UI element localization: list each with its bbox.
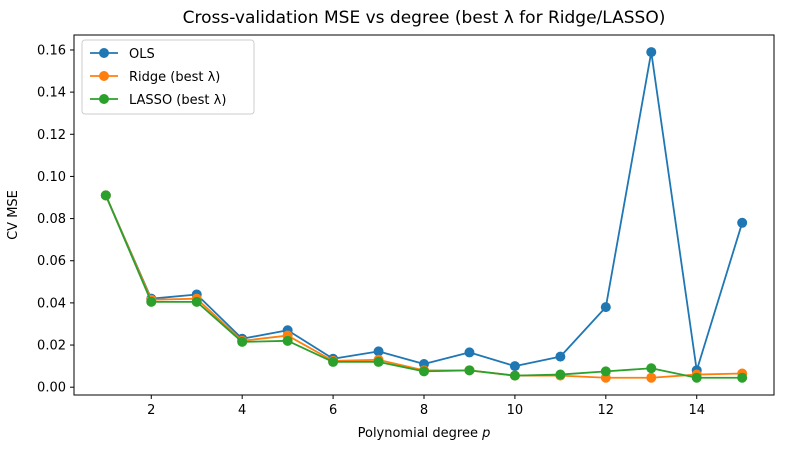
x-tick-label: 8: [420, 403, 428, 418]
data-point: [691, 372, 702, 383]
legend-label: OLS: [129, 47, 155, 62]
legend-box: [81, 39, 255, 115]
series-line: [104, 195, 743, 379]
data-point: [464, 365, 475, 376]
y-axis-label: CV MSE: [6, 190, 21, 240]
data-point: [282, 335, 293, 346]
data-point: [373, 346, 384, 357]
x-tick-label: 6: [329, 403, 337, 418]
data-point: [600, 366, 611, 377]
data-point: [191, 296, 202, 307]
data-point: [737, 372, 748, 383]
series-1: [100, 190, 748, 383]
x-axis-label-var: p: [481, 426, 490, 441]
data-point: [646, 47, 657, 58]
y-axis: 0.00 0.02 0.04 0.06 0.08 0.10 0.12 0.14 0.16: [37, 43, 74, 396]
y-tick-label: 0.14: [37, 86, 66, 101]
chart-title: Cross-validation MSE vs degree (best λ f…: [183, 8, 666, 28]
data-point: [237, 336, 248, 347]
data-point: [555, 369, 566, 380]
data-point: [646, 372, 657, 383]
legend-marker: [99, 71, 109, 81]
y-tick-label: 0.02: [37, 339, 66, 354]
data-point: [328, 356, 339, 367]
data-point: [555, 351, 566, 362]
legend-label: LASSO (best λ): [129, 93, 226, 108]
data-point: [100, 190, 111, 201]
x-tick-label: 2: [147, 403, 155, 418]
x-tick-label: 10: [507, 403, 524, 418]
y-tick-label: 0.12: [37, 128, 66, 143]
x-axis-label: Polynomial degree p: [358, 426, 491, 441]
x-tick-label: 14: [688, 403, 705, 418]
y-tick-label: 0.00: [37, 381, 66, 396]
data-point: [737, 217, 748, 228]
y-tick-label: 0.06: [37, 254, 66, 269]
y-tick-label: 0.16: [37, 43, 66, 58]
series-layer: [100, 47, 748, 383]
x-tick-label: 12: [598, 403, 615, 418]
data-point: [146, 296, 157, 307]
legend-marker: [99, 48, 109, 58]
series-line: [104, 195, 743, 379]
y-tick-label: 0.10: [37, 170, 66, 185]
y-tick-label: 0.04: [37, 296, 66, 311]
data-point: [419, 366, 429, 377]
data-point: [509, 370, 520, 381]
x-tick-label: 4: [238, 403, 246, 418]
data-point: [373, 356, 384, 367]
data-point: [646, 363, 657, 374]
data-point: [600, 302, 611, 313]
series-2: [100, 190, 748, 383]
data-point: [509, 361, 520, 372]
legend: OLS Ridge (best λ) LASSO (best λ): [81, 39, 255, 115]
legend-label: Ridge (best λ): [129, 70, 220, 85]
x-axis: 2 4 6 8 10 12 14: [147, 395, 705, 418]
y-tick-label: 0.08: [37, 212, 66, 227]
data-point: [464, 347, 475, 358]
x-axis-label-main: Polynomial degree: [358, 426, 483, 441]
legend-marker: [99, 94, 109, 104]
